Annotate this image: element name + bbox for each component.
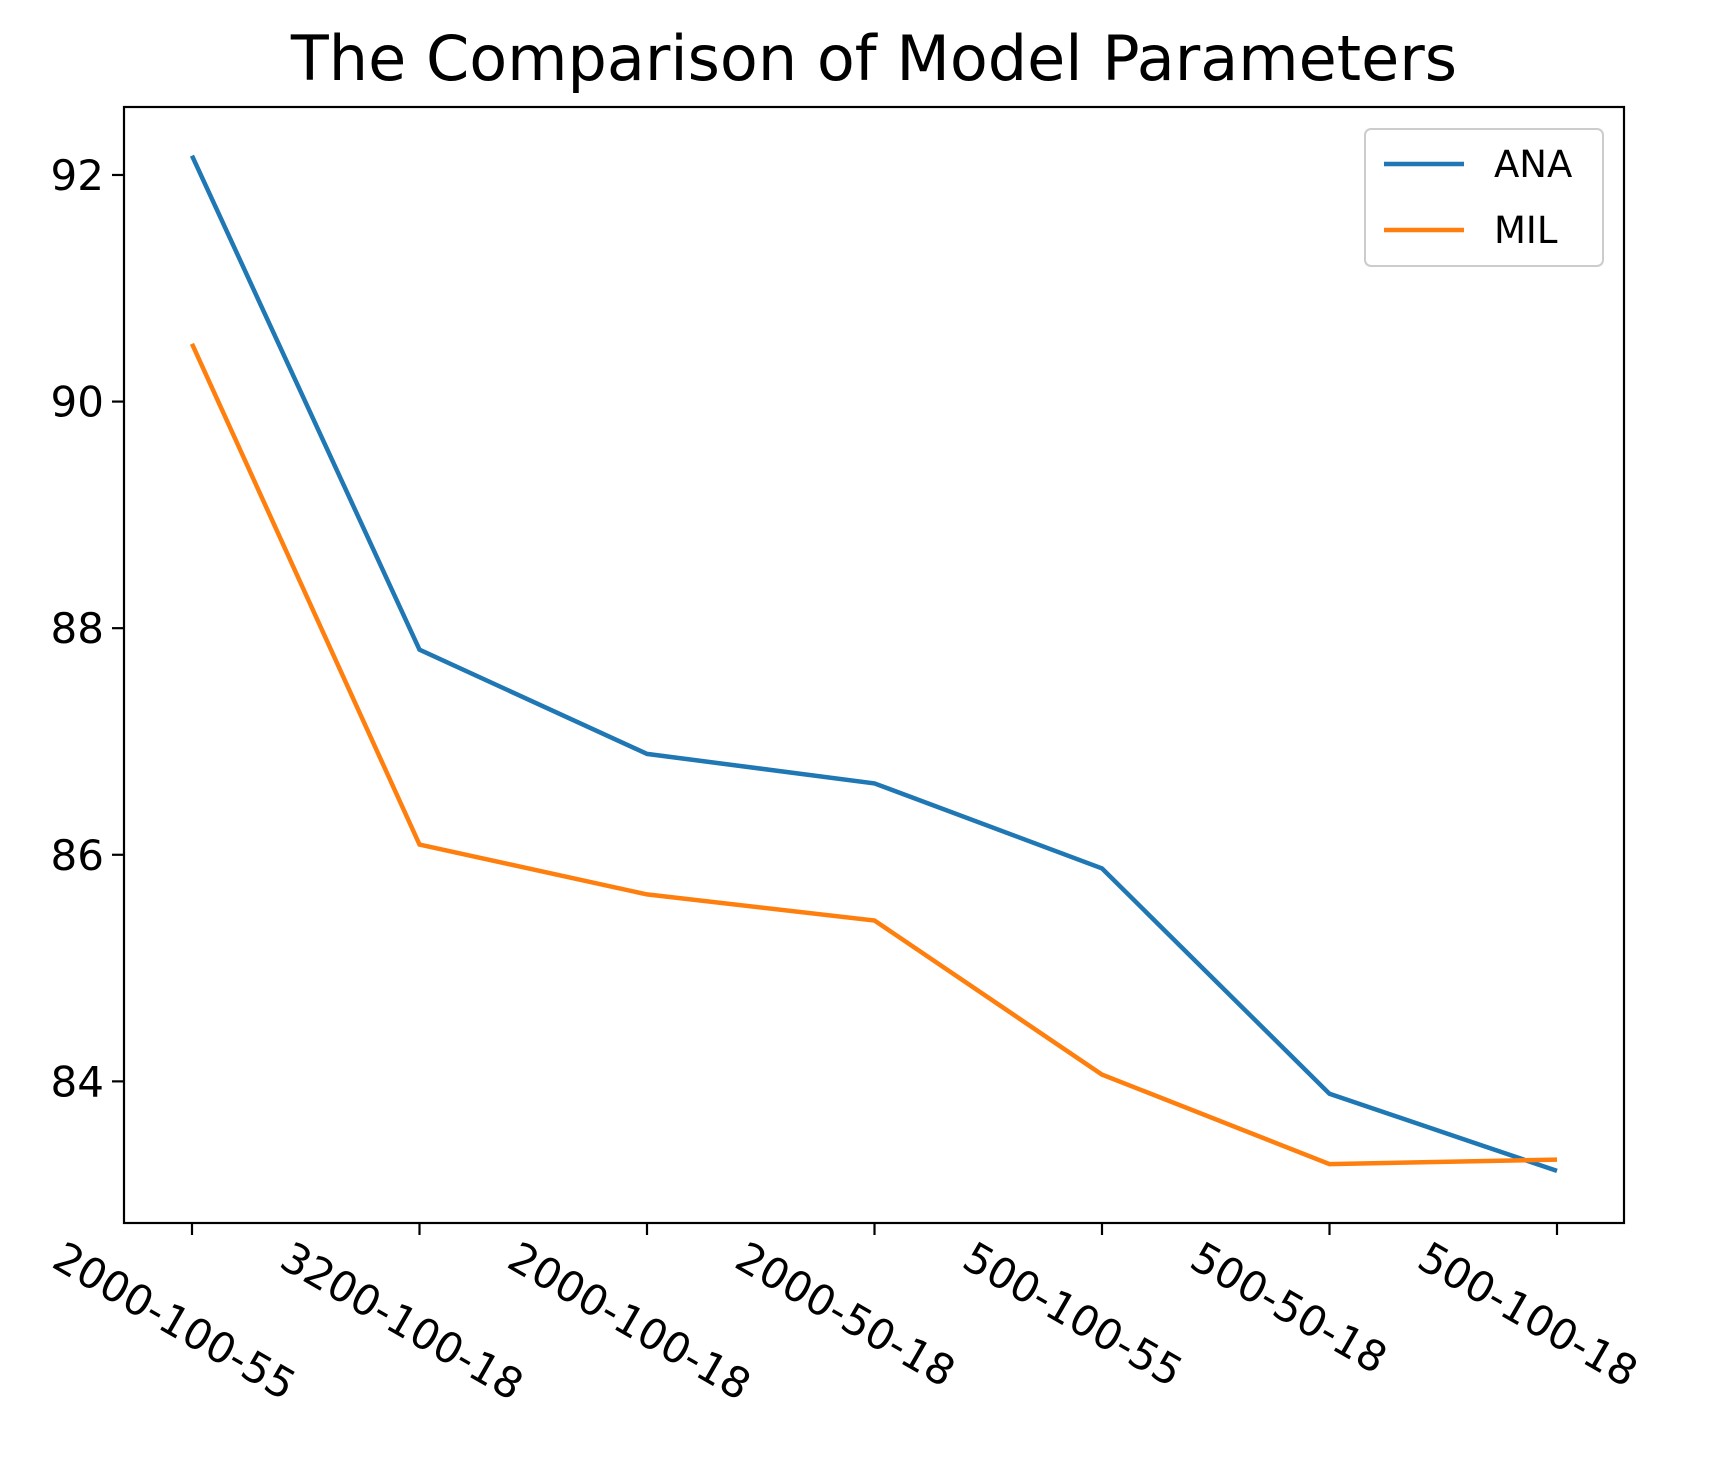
x-tick-label: 2000-100-18	[500, 1232, 759, 1410]
chart-title: The Comparison of Model Parameters	[290, 22, 1457, 95]
y-tick-label: 88	[51, 604, 104, 653]
legend: ANA MIL	[1364, 128, 1604, 267]
y-tick-label: 92	[51, 151, 104, 200]
plot-frame	[122, 105, 1626, 1225]
legend-label-mil: MIL	[1494, 209, 1558, 252]
x-tick-label: 500-100-18	[1410, 1232, 1646, 1396]
series-line-ana	[189, 154, 1558, 1174]
series-line-mil	[189, 342, 1558, 1167]
x-tick-label: 500-50-18	[1183, 1232, 1396, 1383]
legend-label-ana: ANA	[1494, 143, 1572, 186]
x-tick-label: 3200-100-18	[273, 1232, 532, 1410]
x-tick-label: 2000-50-18	[728, 1232, 964, 1396]
y-tick-label: 90	[51, 378, 104, 427]
plot-lines	[189, 154, 1558, 1174]
y-axis: 84 86 88 90 92	[51, 151, 124, 1106]
x-tick-label: 2000-100-55	[45, 1232, 304, 1410]
y-tick-label: 84	[51, 1057, 104, 1106]
y-tick-label: 86	[51, 831, 104, 880]
x-axis: 2000-100-553200-100-182000-100-182000-50…	[45, 1223, 1646, 1410]
x-tick-label: 500-100-55	[955, 1232, 1191, 1396]
